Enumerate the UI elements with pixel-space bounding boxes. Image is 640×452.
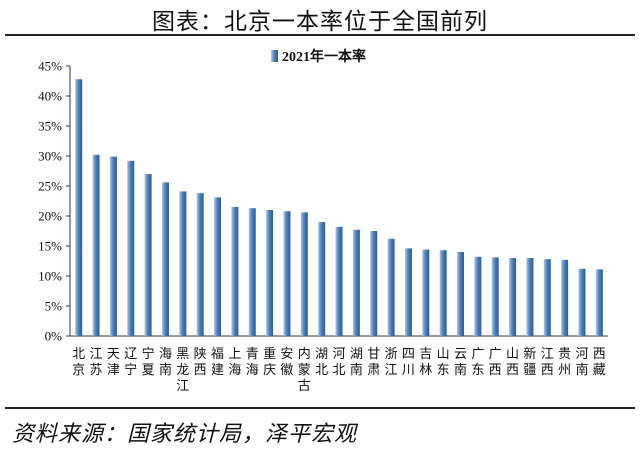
x-tick-label: 吉林 (419, 347, 432, 378)
x-tick-label: 海南 (159, 347, 172, 378)
source-note: 资料来源：国家统计局，泽平宏观 (12, 422, 358, 447)
y-tick-label: 5% (45, 299, 63, 314)
bars (75, 79, 603, 336)
bar (161, 182, 169, 336)
x-tick-label: 山西 (506, 347, 519, 378)
bar (404, 248, 412, 336)
x-tick-label: 江苏 (90, 347, 103, 378)
legend: 2021年一本率 (271, 48, 366, 65)
legend-swatch (271, 50, 278, 62)
bar (318, 222, 326, 336)
bar (283, 211, 291, 336)
bar (526, 258, 534, 336)
bar (387, 238, 395, 336)
x-tick-label: 甘肃 (367, 347, 380, 378)
x-tick-label: 黑龙江 (176, 347, 189, 394)
bar (352, 229, 360, 336)
bar (439, 250, 447, 336)
x-tick-label: 宁夏 (142, 346, 155, 378)
bar (370, 231, 378, 336)
x-tick-label: 湖南 (350, 347, 363, 378)
bar (109, 156, 117, 336)
x-tick-label: 河南 (575, 347, 588, 378)
x-tick-label: 西藏 (593, 347, 606, 378)
x-tick-label: 北京 (72, 347, 85, 378)
bar (179, 191, 187, 336)
y-tick-label: 20% (38, 209, 62, 224)
x-tick-label: 湖北 (315, 347, 328, 378)
x-tick-label: 陕西 (194, 347, 207, 378)
top-divider (5, 34, 635, 36)
x-tick-label: 浙江 (385, 347, 398, 378)
bar (456, 252, 464, 336)
y-tick-label: 10% (38, 269, 62, 284)
bar (491, 257, 499, 336)
y-tick-label: 40% (38, 89, 62, 104)
x-tick-label: 福建 (211, 347, 224, 378)
bar (266, 210, 274, 336)
legend-label: 2021年一本率 (282, 48, 366, 65)
x-tick-label: 辽宁 (124, 347, 137, 378)
bar (300, 212, 308, 336)
bar (595, 269, 603, 336)
x-tick-label: 内蒙古 (298, 346, 311, 394)
bar (196, 193, 204, 336)
bar (231, 207, 239, 336)
x-tick-label: 安徽 (280, 347, 293, 378)
x-tick-label: 天津 (107, 347, 120, 378)
x-tick-label: 青海 (246, 347, 259, 378)
x-tick-label: 贵州 (558, 347, 571, 378)
x-tick-label: 四川 (402, 347, 415, 378)
y-tick-label: 15% (38, 239, 62, 254)
bar (144, 174, 152, 336)
x-tick-label: 江西 (541, 347, 554, 378)
x-axis-labels: 北京江苏天津辽宁宁夏海南黑龙江陕西福建上海青海重庆安徽内蒙古湖北河北湖南甘肃浙江… (72, 346, 606, 394)
bar (92, 154, 100, 336)
x-tick-label: 云南 (454, 347, 467, 378)
bar (578, 268, 586, 336)
bar (543, 259, 551, 336)
x-tick-label: 山东 (437, 347, 450, 378)
x-tick-label: 广东 (471, 347, 484, 378)
y-tick-label: 25% (38, 179, 62, 194)
x-tick-label: 新疆 (523, 346, 536, 378)
y-axis: 0% 5% 10% 15% 20% 25% 30% 35% 40% 45% (38, 59, 608, 344)
x-tick-label: 重庆 (263, 346, 276, 378)
bar (248, 208, 256, 336)
bar (75, 79, 83, 336)
bar-chart: 2021年一本率 0% 5% 10% 15% 20% 25% 30% 35% 40% 45% 北京… (38, 48, 608, 394)
bar (509, 258, 517, 336)
bar (214, 197, 222, 336)
y-tick-label: 45% (38, 59, 62, 74)
y-tick-label: 35% (38, 119, 62, 134)
bar (127, 160, 135, 336)
page-title: 图表：北京一本率位于全国前列 (152, 9, 488, 35)
x-tick-label: 河北 (332, 347, 345, 378)
bottom-divider (5, 407, 635, 409)
x-tick-label: 上海 (228, 347, 241, 378)
bar (561, 259, 569, 336)
bar (335, 226, 343, 336)
y-tick-label: 30% (38, 149, 62, 164)
x-tick-label: 广西 (489, 347, 502, 378)
bar (474, 256, 482, 336)
bar (422, 249, 430, 336)
y-tick-label: 0% (45, 329, 63, 344)
